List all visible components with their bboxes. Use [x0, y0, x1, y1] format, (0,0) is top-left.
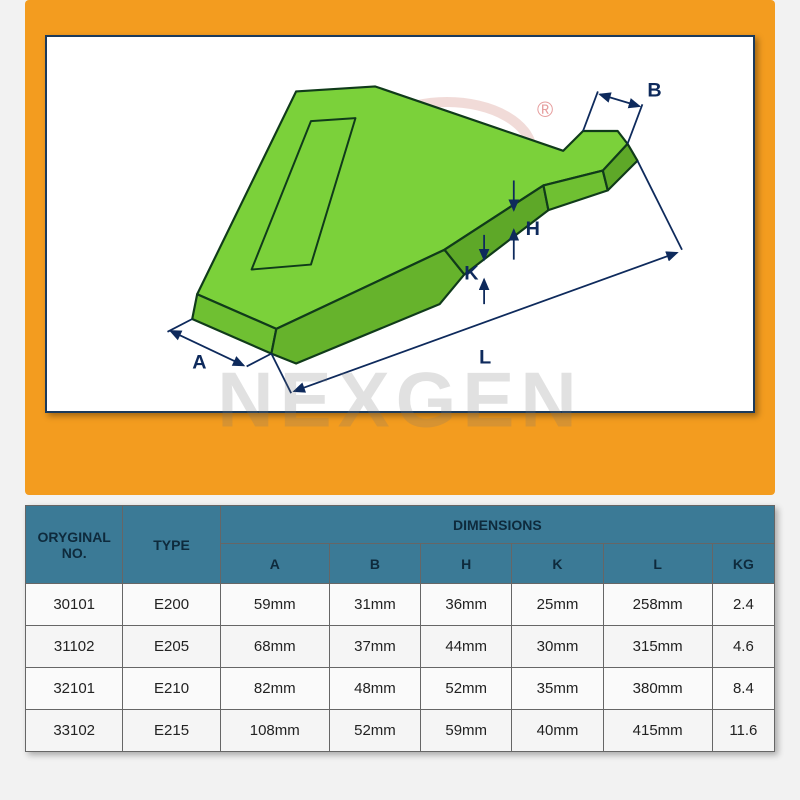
diagram-card: ® — [45, 35, 755, 413]
col-header-h: H — [421, 544, 512, 584]
col-header-original-no: ORYGINAL NO. — [26, 506, 123, 584]
table-row: 32101 E210 82mm 48mm 52mm 35mm 380mm 8.4 — [26, 668, 775, 710]
cell-l: 315mm — [603, 626, 712, 668]
cell-type: E200 — [123, 584, 220, 626]
col-header-b: B — [329, 544, 420, 584]
cell-kg: 11.6 — [712, 710, 774, 752]
cell-h: 44mm — [421, 626, 512, 668]
cell-b: 31mm — [329, 584, 420, 626]
dim-label-h: H — [526, 218, 540, 240]
cell-a: 68mm — [220, 626, 329, 668]
cell-no: 30101 — [26, 584, 123, 626]
cell-k: 35mm — [512, 668, 603, 710]
cell-type: E215 — [123, 710, 220, 752]
col-header-k: K — [512, 544, 603, 584]
cell-b: 48mm — [329, 668, 420, 710]
table-row: 30101 E200 59mm 31mm 36mm 25mm 258mm 2.4 — [26, 584, 775, 626]
col-header-type: TYPE — [123, 506, 220, 584]
cell-l: 258mm — [603, 584, 712, 626]
cell-l: 415mm — [603, 710, 712, 752]
dim-label-l: L — [479, 347, 491, 369]
cell-a: 108mm — [220, 710, 329, 752]
col-header-dimensions: DIMENSIONS — [220, 506, 774, 544]
cell-type: E205 — [123, 626, 220, 668]
table-row: 31102 E205 68mm 37mm 44mm 30mm 315mm 4.6 — [26, 626, 775, 668]
cell-no: 31102 — [26, 626, 123, 668]
cell-kg: 8.4 — [712, 668, 774, 710]
col-header-l: L — [603, 544, 712, 584]
cell-no: 33102 — [26, 710, 123, 752]
cell-h: 36mm — [421, 584, 512, 626]
cell-k: 25mm — [512, 584, 603, 626]
cell-k: 30mm — [512, 626, 603, 668]
dimensions-table: ORYGINAL NO. TYPE DIMENSIONS A B H K L K… — [25, 505, 775, 752]
cell-b: 52mm — [329, 710, 420, 752]
cell-h: 52mm — [421, 668, 512, 710]
cell-type: E210 — [123, 668, 220, 710]
table-row: 33102 E215 108mm 52mm 59mm 40mm 415mm 11… — [26, 710, 775, 752]
tooth-diagram: A L B H K — [47, 37, 753, 411]
col-header-a: A — [220, 544, 329, 584]
cell-b: 37mm — [329, 626, 420, 668]
dim-label-b: B — [647, 79, 661, 101]
cell-a: 59mm — [220, 584, 329, 626]
dim-label-a: A — [192, 351, 206, 373]
cell-h: 59mm — [421, 710, 512, 752]
table-body: 30101 E200 59mm 31mm 36mm 25mm 258mm 2.4… — [26, 584, 775, 752]
cell-no: 32101 — [26, 668, 123, 710]
cell-k: 40mm — [512, 710, 603, 752]
cell-kg: 4.6 — [712, 626, 774, 668]
col-header-kg: KG — [712, 544, 774, 584]
cell-kg: 2.4 — [712, 584, 774, 626]
dim-label-k: K — [464, 262, 479, 284]
cell-a: 82mm — [220, 668, 329, 710]
dimensions-table-wrap: ORYGINAL NO. TYPE DIMENSIONS A B H K L K… — [25, 505, 775, 752]
cell-l: 380mm — [603, 668, 712, 710]
